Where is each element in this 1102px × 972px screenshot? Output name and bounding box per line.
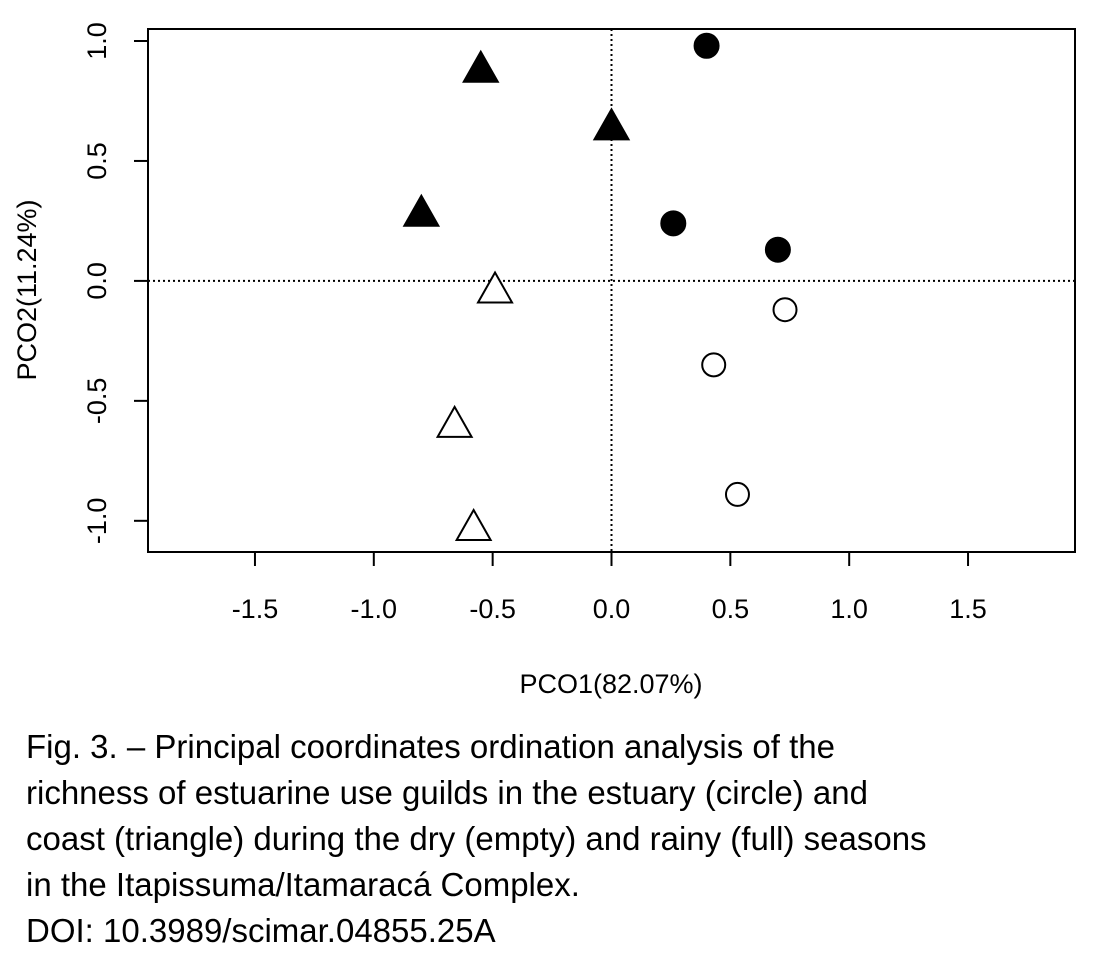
caption-line: richness of estuarine use guilds in the … <box>26 774 868 811</box>
data-points <box>402 32 798 542</box>
filled-circle-point <box>660 210 687 237</box>
pco-scatter-chart: -1.5 -1.0 -0.5 0.0 0.5 1.0 1.5 -1.0 -0.5 0.0 0.5 1… <box>12 22 1076 699</box>
y-tick-label: 0.5 <box>82 142 112 180</box>
empty-circle-point <box>701 352 727 378</box>
x-tick-label: 1.5 <box>949 594 987 624</box>
caption-line: coast (triangle) during the dry (empty) … <box>26 820 927 857</box>
filled-triangle-point <box>462 49 500 83</box>
empty-triangle-point <box>454 507 493 542</box>
y-tick-label: 1.0 <box>82 22 112 60</box>
x-axis-label: PCO1(82.07%) <box>519 669 702 699</box>
empty-triangle-point <box>476 270 514 304</box>
doi-text: DOI: 10.3989/scimar.04855.25A <box>26 912 496 949</box>
chart-canvas: -1.5 -1.0 -0.5 0.0 0.5 1.0 1.5 -1.0 -0.5 0.0 0.5 1… <box>12 22 1076 699</box>
y-axis: -1.0 -0.5 0.0 0.5 1.0 <box>82 22 149 545</box>
filled-triangle-point <box>402 193 441 227</box>
x-tick-label: 1.0 <box>830 594 868 624</box>
filled-circle-point <box>693 32 720 59</box>
reference-lines <box>148 29 1075 552</box>
x-tick-label: -0.5 <box>469 594 516 624</box>
x-axis: -1.5 -1.0 -0.5 0.0 0.5 1.0 1.5 <box>232 551 987 624</box>
y-axis-label: PCO2(11.24%) <box>12 199 42 380</box>
y-tick-label: 0.0 <box>82 262 112 300</box>
caption-line: in the Itapissuma/Itamaracá Complex. <box>26 866 580 903</box>
y-tick-label: -1.0 <box>82 498 112 545</box>
x-tick-label: 0.0 <box>593 594 631 624</box>
empty-circle-point <box>724 481 750 507</box>
filled-circle-point <box>764 236 791 263</box>
filled-triangle-point <box>592 107 631 141</box>
empty-triangle-point <box>435 404 474 438</box>
x-tick-label: -1.0 <box>351 594 398 624</box>
x-tick-label: 0.5 <box>712 594 750 624</box>
empty-circle-point <box>772 297 798 323</box>
y-tick-label: -0.5 <box>82 378 112 425</box>
caption-line: Fig. 3. – Principal coordinates ordinati… <box>26 728 835 765</box>
x-tick-label: -1.5 <box>232 594 279 624</box>
figure-caption: Fig. 3. – Principal coordinates ordinati… <box>26 724 1096 954</box>
